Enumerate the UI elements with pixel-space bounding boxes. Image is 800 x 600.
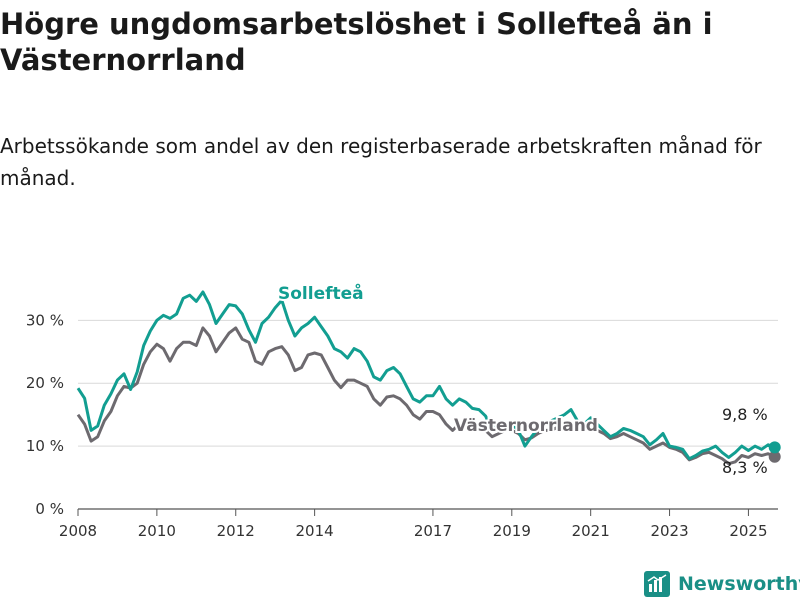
gridlines: [78, 319, 778, 510]
chart-subtitle: Arbetssökande som andel av den registerb…: [0, 134, 762, 190]
series-label-sollefteaa: Sollefteå: [278, 282, 364, 304]
end-label-vasternorrland: 8,3 %: [722, 458, 768, 477]
series-line-sollefteaa: [76, 290, 776, 461]
x-tick-label: 2010: [138, 522, 176, 540]
x-tick-label: 2017: [414, 522, 452, 540]
brand-logo: Newsworthy: [644, 569, 800, 599]
endpoint-marker: [768, 450, 781, 463]
x-tick-label: 2023: [650, 522, 688, 540]
x-tick-label: 2012: [217, 522, 255, 540]
y-tick-label: 20 %: [26, 374, 64, 392]
series-line-vasternorrland: [76, 326, 776, 466]
y-tick-label: 0 %: [35, 500, 64, 518]
y-tick-label: 10 %: [26, 437, 64, 455]
x-tick-label: 2008: [59, 522, 97, 540]
y-axis-labels: 0 % 10 % 20 % 30 %: [26, 311, 64, 518]
series-label-vasternorrland: Västernorrland: [454, 416, 598, 436]
endpoint-marker: [768, 441, 781, 454]
x-tick-label: 2014: [296, 522, 334, 540]
newsworthy-logo-icon: [644, 571, 670, 597]
series-lines: [76, 290, 781, 466]
x-tick-label: 2019: [493, 522, 531, 540]
chart-title: Högre ungdomsarbetslöshet i Sollefteå än…: [0, 7, 713, 77]
y-tick-label: 30 %: [26, 311, 64, 329]
end-label-sollefteaa: 9,8 %: [722, 405, 768, 424]
brand-name: Newsworthy: [678, 573, 800, 595]
x-tick-label: 2021: [572, 522, 610, 540]
x-axis: 2008 2010 2012 2014 2017 2019 2021 2023 2025: [59, 509, 768, 540]
x-tick-label: 2025: [729, 522, 767, 540]
